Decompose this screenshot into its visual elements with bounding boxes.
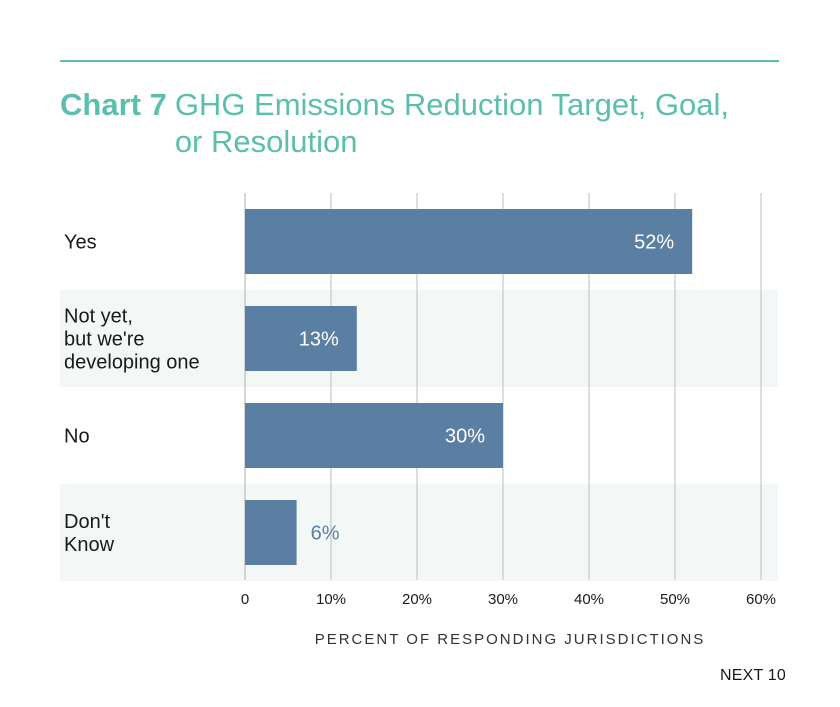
category-label: Don't Know xyxy=(64,511,115,556)
bar xyxy=(245,306,357,371)
x-tick-label: 20% xyxy=(402,591,432,608)
category-label: No xyxy=(64,426,90,448)
x-tick-label: 10% xyxy=(316,591,346,608)
data-label: 13% xyxy=(299,329,339,351)
data-label: 6% xyxy=(311,523,340,545)
x-tick-label: 0 xyxy=(241,591,249,608)
x-tick-label: 30% xyxy=(488,591,518,608)
x-tick-label: 60% xyxy=(746,591,776,608)
row-band xyxy=(60,484,778,581)
bar xyxy=(245,500,297,565)
x-tick-label: 50% xyxy=(660,591,690,608)
chart-title-text: GHG Emissions Reduction Target, Goal, or… xyxy=(174,87,730,159)
row-band xyxy=(60,290,778,387)
data-label: 30% xyxy=(445,426,485,448)
category-label: Yes xyxy=(64,232,97,254)
chart-title: Chart 7 GHG Emissions Reduction Target, G… xyxy=(60,86,735,160)
x-tick-label: 40% xyxy=(574,591,604,608)
bar xyxy=(245,403,503,468)
top-rule xyxy=(60,60,779,62)
x-axis-title: PERCENT OF RESPONDING JURISDICTIONS xyxy=(315,631,706,648)
data-label: 52% xyxy=(634,232,674,254)
footer-label: NEXT 10 xyxy=(719,667,786,684)
category-label: Not yet, but we're developing one xyxy=(64,306,200,374)
bar xyxy=(245,209,693,274)
chart-number: Chart 7 xyxy=(60,87,167,122)
